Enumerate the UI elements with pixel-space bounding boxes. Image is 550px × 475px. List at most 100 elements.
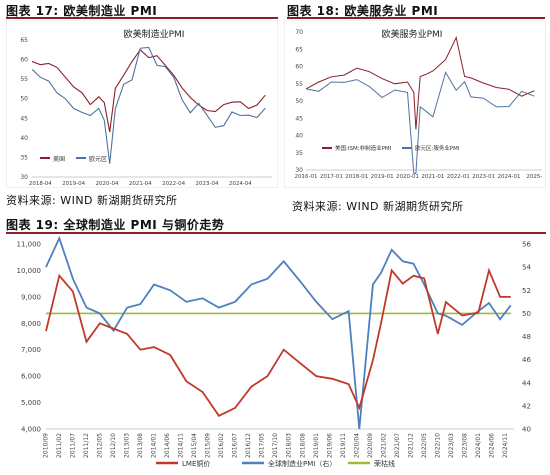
chart19-x-tick-label: 2021/02: [380, 433, 387, 458]
chart19-left-y-tick-label: 11,000: [17, 241, 42, 249]
chart19-x-tick-label: 2018/03: [286, 433, 293, 458]
chart19-x-tick-label: 2020/09: [367, 433, 374, 458]
chart17-x-axis: 2018-04 2019-04 2020-04 2021-04 2022-04 2023-…: [29, 181, 252, 187]
chart19-right-y-tick-label: 52: [522, 287, 531, 295]
chart17-y-tick-label: 55: [20, 76, 28, 83]
chart19-right-y-tick-label: 54: [522, 264, 531, 272]
chart19-x-tick-label: 2024/01: [475, 433, 482, 458]
chart17-y-tick-label: 65: [20, 37, 28, 44]
chart19-legend-pmi: 全球制造业PMI（右）: [268, 459, 336, 468]
chart17-series-us-line: [31, 48, 266, 133]
chart17-legend-eu: 欧元区: [89, 155, 107, 163]
chart18-title: 欧美服务业PMI: [382, 28, 443, 40]
chart19-x-tick-label: 2022/10: [434, 433, 441, 458]
chart19-left-y-tick-label: 10,000: [17, 267, 42, 275]
chart19-x-tick-label: 2011/12: [83, 433, 90, 458]
chart19-x-tick-label: 2011/02: [56, 433, 63, 458]
chart19-x-tick-label: 2015/04: [191, 433, 198, 458]
chart18-legend-us: 美国:ISM:非制造业PMI: [335, 144, 392, 152]
chart19-x-tick-label: 2023/08: [461, 433, 468, 458]
chart18-y-tick-label: 65: [295, 46, 303, 53]
chart19-x-tick-label: 2024/06: [488, 433, 495, 458]
fig19-title-rule: [6, 232, 546, 234]
chart19-x-axis: 2010/09 2011/02 2011/07 2011/12 2012/05 2012/…: [43, 433, 509, 458]
chart17-y-tick-label: 50: [20, 96, 28, 103]
fig19-title: 图表 19: 全球制造业 PMI 与铜价走势: [6, 218, 225, 232]
chart19-x-tick-label: 2017/05: [259, 433, 266, 458]
chart19-x-tick-label: 2014/06: [164, 433, 171, 458]
chart17-y-tick-label: 40: [20, 135, 28, 142]
chart18-y-tick-label: 35: [295, 150, 303, 157]
chart18-x-tick-label: 2022-01: [447, 174, 470, 180]
fig18-title-rule: [287, 17, 545, 19]
chart18-x-tick-label: 2025-: [526, 174, 542, 180]
chart19-x-tick-label: 2010/09: [43, 433, 50, 458]
chart18-y-tick-label: 70: [295, 29, 303, 36]
chart19-x-tick-label: 2022/05: [421, 433, 428, 458]
chart19-x-tick-label: 2015/09: [205, 433, 212, 458]
chart19-right-y-tick-label: 56: [522, 241, 531, 249]
chart19-right-y-tick-label: 50: [522, 310, 531, 318]
chart19-x-tick-label: 2021/07: [394, 433, 401, 458]
fig18-title: 图表 18: 欧美服务业 PMI: [287, 4, 439, 18]
chart17-series-eurozone-line: [31, 46, 266, 164]
chart18-x-axis: 2016-01 2017-01 2018-01 2019-01 2020-01 2021-…: [295, 174, 543, 180]
chart17-x-tick-label: 2024-04: [229, 181, 252, 187]
chart18-y-tick-label: 60: [295, 64, 303, 71]
chart19-right-y-tick-label: 46: [522, 356, 531, 364]
chart17-legend-us: 美国: [53, 155, 65, 163]
chart18-x-tick-label: 2023-01: [472, 174, 495, 180]
chart17-y-tick-label: 45: [20, 115, 28, 122]
chart19-x-tick-label: 2021/12: [407, 433, 414, 458]
fig17-title-rule: [6, 17, 278, 19]
chart18-y-tick-label: 40: [295, 133, 303, 140]
chart19-left-y-tick-label: 8,000: [21, 320, 41, 328]
chart18-y-tick-label: 45: [295, 115, 303, 122]
chart18-series-eurozone-line: [305, 71, 535, 174]
chart19-x-tick-label: 2012/10: [110, 433, 117, 458]
chart17-frame: [6, 20, 278, 188]
chart17-x-tick-label: 2018-04: [29, 181, 52, 187]
chart19-series-lme-copper-line: [45, 267, 511, 417]
chart19-x-tick-label: 2013/08: [137, 433, 144, 458]
chart19-x-tick-label: 2016/07: [232, 433, 239, 458]
chart17-y-axis: 30 35 40 45 50 55 60 65: [20, 37, 28, 181]
chart19-left-y-axis: 4,000 5,000 6,000 7,000 8,000 9,000 10,000 11,0…: [17, 241, 42, 434]
chart18-x-tick-label: 2020-01: [396, 174, 419, 180]
chart18-x-tick-label: 2021-01: [421, 174, 444, 180]
chart17-y-tick-label: 35: [20, 154, 28, 161]
fig17-title: 图表 17: 欧美制造业 PMI: [6, 4, 158, 18]
chart19-right-y-tick-label: 42: [522, 402, 531, 410]
chart19-right-y-tick-label: 44: [522, 379, 531, 387]
chart19-x-tick-label: 2023/03: [448, 433, 455, 458]
chart19-left-y-tick-label: 6,000: [21, 373, 41, 381]
chart18-series-us-line: [305, 35, 535, 130]
chart19-legend-lme: LME铜价: [182, 459, 210, 468]
source-note-right: 资料来源: WIND 新湖期货研究所: [292, 200, 464, 213]
chart18-y-tick-label: 55: [295, 81, 303, 88]
chart19-right-y-tick-label: 40: [522, 426, 531, 434]
chart18-x-tick-label: 2024-01: [498, 174, 521, 180]
chart19-x-tick-label: 2017/10: [272, 433, 279, 458]
chart17-x-tick-label: 2021-04: [129, 181, 152, 187]
chart19-x-tick-label: 2014/11: [178, 433, 185, 458]
chart-eu-us-manufacturing-pmi: 欧美制造业PMI 30 35 40 45 50 55 60 65 2018-04 2019-04…: [6, 20, 278, 188]
chart17-y-tick-label: 60: [20, 57, 28, 64]
chart17-x-tick-label: 2023-04: [196, 181, 219, 187]
chart19-left-y-tick-label: 5,000: [21, 399, 41, 407]
chart19-x-tick-label: 2011/07: [70, 433, 77, 458]
chart19-x-tick-label: 2016/12: [245, 433, 252, 458]
chart17-x-tick-label: 2020-04: [96, 181, 119, 187]
chart18-x-tick-label: 2017-01: [320, 174, 343, 180]
chart18-y-tick-label: 30: [295, 167, 303, 174]
chart17-x-tick-label: 2019-04: [62, 181, 85, 187]
chart19-x-tick-label: 2013/03: [124, 433, 131, 458]
chart19-x-tick-label: 2018/08: [299, 433, 306, 458]
chart17-x-tick-label: 2022-04: [162, 181, 185, 187]
chart19-left-y-tick-label: 7,000: [21, 346, 41, 354]
chart-global-pmi-vs-copper: 4,000 5,000 6,000 7,000 8,000 9,000 10,000 11,0…: [17, 236, 531, 468]
chart18-legend-eu: 欧元区:服务业PMI: [415, 144, 460, 152]
chart19-x-tick-label: 2024/11: [502, 433, 509, 458]
chart19-x-tick-label: 2019/11: [340, 433, 347, 458]
chart19-right-y-axis: 40 42 44 46 48 50 52 54 56: [522, 241, 531, 434]
